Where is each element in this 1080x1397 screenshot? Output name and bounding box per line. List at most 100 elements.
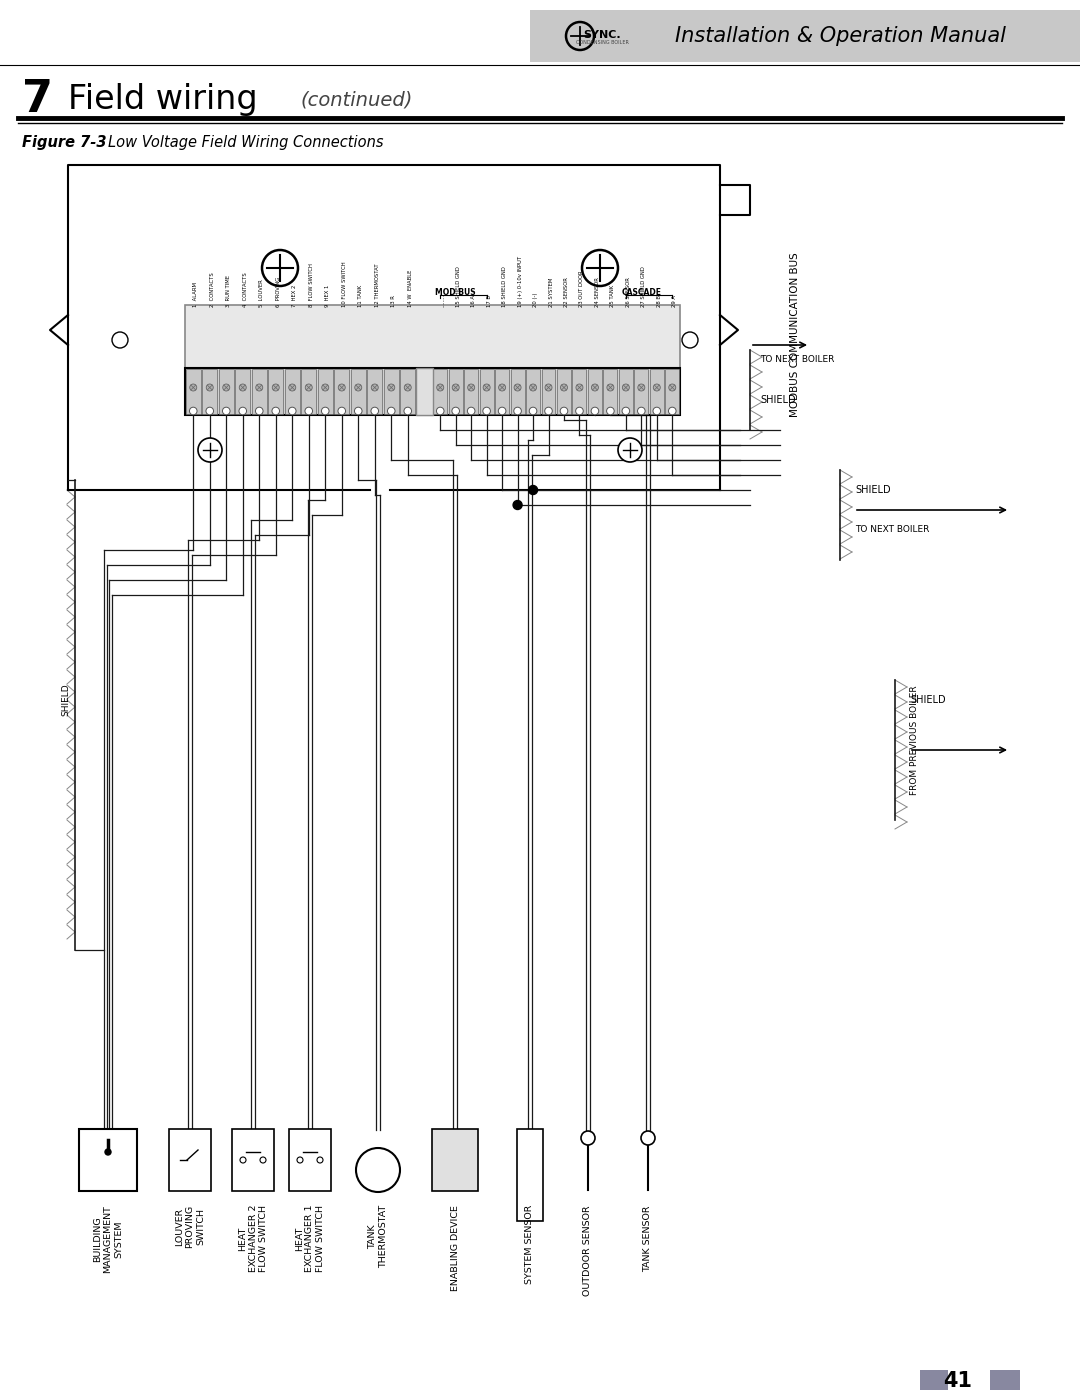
Circle shape [622,384,630,391]
Circle shape [592,384,598,391]
FancyBboxPatch shape [619,369,633,414]
FancyBboxPatch shape [232,1129,274,1192]
Text: TANK SENSOR: TANK SENSOR [644,1206,652,1271]
FancyBboxPatch shape [650,369,664,414]
Circle shape [576,384,583,391]
Circle shape [256,407,264,415]
Circle shape [305,407,312,415]
FancyBboxPatch shape [634,369,648,414]
Circle shape [388,384,395,391]
Text: BUILDING
MANAGEMENT
SYSTEM: BUILDING MANAGEMENT SYSTEM [93,1206,123,1273]
Circle shape [607,384,613,391]
Circle shape [189,407,197,415]
Text: SHIELD: SHIELD [855,485,891,495]
Circle shape [581,1132,595,1146]
Text: TO NEXT BOILER: TO NEXT BOILER [855,525,930,535]
Circle shape [528,486,538,495]
Circle shape [206,384,213,391]
Circle shape [404,384,411,391]
Circle shape [561,384,567,391]
Text: 22 SENSOR: 22 SENSOR [564,277,569,307]
Circle shape [514,407,522,415]
Circle shape [669,384,676,391]
Circle shape [306,384,312,391]
Text: Figure 7-3: Figure 7-3 [22,136,107,151]
Circle shape [468,384,475,391]
Circle shape [318,1157,323,1162]
Text: 29 A: 29 A [672,295,677,307]
FancyBboxPatch shape [511,369,525,414]
Circle shape [642,1132,654,1146]
Circle shape [356,1148,400,1192]
Circle shape [576,407,583,415]
FancyBboxPatch shape [588,369,602,414]
FancyBboxPatch shape [920,1370,948,1390]
Circle shape [222,407,230,415]
Text: 15 SHIELD GND: 15 SHIELD GND [456,267,461,307]
Circle shape [272,407,280,415]
Text: 3  RUN TIME: 3 RUN TIME [226,275,231,307]
Circle shape [240,1157,246,1162]
FancyBboxPatch shape [268,369,283,414]
Text: SYSTEM SENSOR: SYSTEM SENSOR [526,1206,535,1284]
Circle shape [638,384,645,391]
Circle shape [222,384,230,391]
Circle shape [404,407,411,415]
Circle shape [436,384,444,391]
FancyBboxPatch shape [557,369,571,414]
Circle shape [681,332,698,348]
Circle shape [618,439,642,462]
FancyBboxPatch shape [168,1129,211,1192]
Circle shape [513,500,522,510]
FancyBboxPatch shape [572,369,586,414]
Circle shape [453,384,459,391]
Circle shape [499,384,505,391]
FancyBboxPatch shape [530,10,1080,61]
Text: FROM PREVIOUS BOILER: FROM PREVIOUS BOILER [910,685,919,795]
FancyBboxPatch shape [480,369,494,414]
FancyBboxPatch shape [185,367,680,415]
Text: 24 SENSOR: 24 SENSOR [595,277,599,307]
Text: 25 TANK: 25 TANK [610,285,616,307]
Circle shape [372,384,378,391]
Text: 10 FLOW SWITCH: 10 FLOW SWITCH [341,261,347,307]
Circle shape [198,439,222,462]
Circle shape [338,384,346,391]
Circle shape [190,384,197,391]
Circle shape [451,407,459,415]
Circle shape [322,407,329,415]
Text: 7: 7 [22,78,53,122]
Text: CASCADE: CASCADE [621,288,661,298]
Text: 9  HEX 1: 9 HEX 1 [325,285,330,307]
FancyBboxPatch shape [416,367,432,415]
Circle shape [297,1157,303,1162]
Text: 12 THERMOSTAT: 12 THERMOSTAT [375,264,380,307]
FancyBboxPatch shape [665,369,679,414]
Text: OUTDOOR SENSOR: OUTDOOR SENSOR [583,1206,593,1295]
Text: TANK
THERMOSTAT: TANK THERMOSTAT [368,1206,388,1268]
Circle shape [607,407,615,415]
Text: 14 W  ENABLE: 14 W ENABLE [408,270,413,307]
FancyBboxPatch shape [433,369,447,414]
FancyBboxPatch shape [464,369,478,414]
Text: LOUVER
PROVING
SWITCH: LOUVER PROVING SWITCH [175,1206,205,1248]
Circle shape [436,407,444,415]
Text: SHIELD: SHIELD [760,395,796,405]
FancyBboxPatch shape [449,369,462,414]
Text: MOD BUS: MOD BUS [435,288,476,298]
Text: 2  CONTACTS: 2 CONTACTS [210,272,215,307]
FancyBboxPatch shape [383,369,399,414]
Text: (continued): (continued) [300,91,413,109]
Text: 18 SHIELD GND: 18 SHIELD GND [502,267,508,307]
FancyBboxPatch shape [990,1370,1020,1390]
Circle shape [322,384,328,391]
Circle shape [561,407,568,415]
Text: 6  PROVING: 6 PROVING [275,277,281,307]
FancyBboxPatch shape [252,369,267,414]
Text: 5  LOUVER: 5 LOUVER [259,279,265,307]
Circle shape [105,1148,111,1155]
Circle shape [653,407,661,415]
Text: Installation & Operation Manual: Installation & Operation Manual [675,27,1005,46]
Text: ENABLING DEVICE: ENABLING DEVICE [450,1206,459,1291]
Circle shape [239,407,246,415]
